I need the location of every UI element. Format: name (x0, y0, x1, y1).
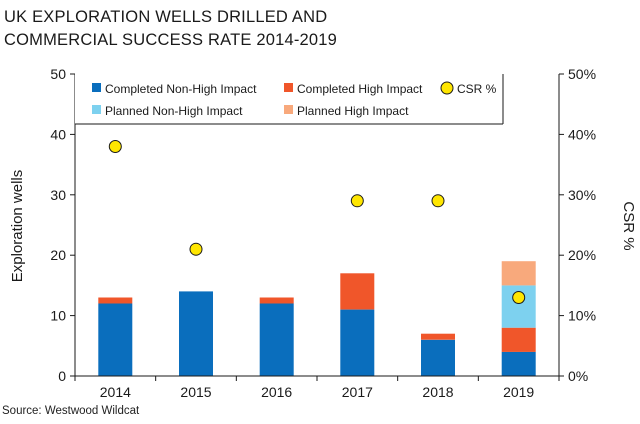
bar-2014-series-0 (98, 303, 133, 376)
y2-tick-label: 30% (568, 187, 596, 203)
bar-2017-series-1 (340, 273, 375, 310)
csr-marker-2019 (512, 291, 526, 304)
legend-swatch-0 (92, 83, 101, 92)
csr-marker-2018 (431, 194, 445, 208)
bar-2017-series-0 (340, 309, 375, 376)
chart-title-line-1: UK EXPLORATION WELLS DRILLED AND (4, 8, 328, 26)
bar-2016-series-1 (259, 297, 294, 304)
y-tick-label: 20 (50, 247, 66, 263)
y2-tick-label: 10% (568, 308, 596, 324)
bar-2019-series-0 (501, 351, 536, 376)
y-tick-label: 50 (50, 66, 66, 82)
bar-2015-series-0 (179, 291, 213, 376)
legend: Completed Non-High Impact Completed High … (75, 74, 504, 125)
source-note: Source: Westwood Wildcat (2, 405, 140, 417)
y2-tick-label: 40% (568, 126, 596, 142)
x-tick-label: 2018 (422, 384, 453, 400)
x-tick-label: 2019 (503, 384, 534, 400)
y2-axis-label: CSR % (620, 201, 637, 250)
legend-label-2: CSR % (457, 82, 497, 96)
legend-swatch-4 (284, 105, 293, 114)
y-tick-label: 10 (50, 308, 66, 324)
y-axis-label: Exploration wells (9, 170, 26, 283)
axes-layer: 0 10 20 30 40 50 0% 10% 20% 30% 40% 50% 2014 2015 2016… (50, 66, 596, 400)
y2-tick-label: 0% (568, 368, 588, 384)
csr-marker-2017 (350, 194, 364, 208)
y-tick-label: 30 (50, 187, 66, 203)
bar-2019-series-3 (501, 261, 536, 286)
x-tick-label: 2015 (180, 384, 211, 400)
y-tick-label: 0 (58, 368, 66, 384)
legend-swatch-1 (284, 83, 293, 92)
bar-2016-series-0 (259, 303, 294, 376)
legend-swatch-2 (440, 81, 454, 95)
bar-2018-series-1 (421, 333, 455, 340)
x-tick-label: 2014 (100, 384, 131, 400)
x-tick-label: 2017 (342, 384, 373, 400)
y2-tick-label: 20% (568, 247, 596, 263)
y2-tick-label: 50% (568, 66, 596, 82)
legend-label-0: Completed Non-High Impact (105, 82, 257, 96)
legend-label-1: Completed High Impact (297, 82, 423, 96)
csr-marker-layer (108, 140, 526, 304)
legend-swatch-3 (92, 105, 101, 114)
legend-label-3: Planned Non-High Impact (105, 104, 243, 118)
bar-2019-series-1 (501, 327, 536, 352)
y-tick-label: 40 (50, 126, 66, 142)
chart-title-line-2: COMMERCIAL SUCCESS RATE 2014-2019 (4, 31, 338, 49)
bar-2014-series-1 (98, 297, 133, 304)
legend-label-4: Planned High Impact (297, 104, 409, 118)
csr-marker-2014 (108, 140, 122, 153)
legend-background (75, 74, 503, 124)
bar-2018-series-0 (421, 339, 455, 376)
chart-title: UK EXPLORATION WELLS DRILLED AND COMMERC… (4, 6, 337, 52)
csr-marker-2015 (189, 242, 203, 256)
bar-layer (98, 261, 536, 376)
x-tick-label: 2016 (261, 384, 292, 400)
